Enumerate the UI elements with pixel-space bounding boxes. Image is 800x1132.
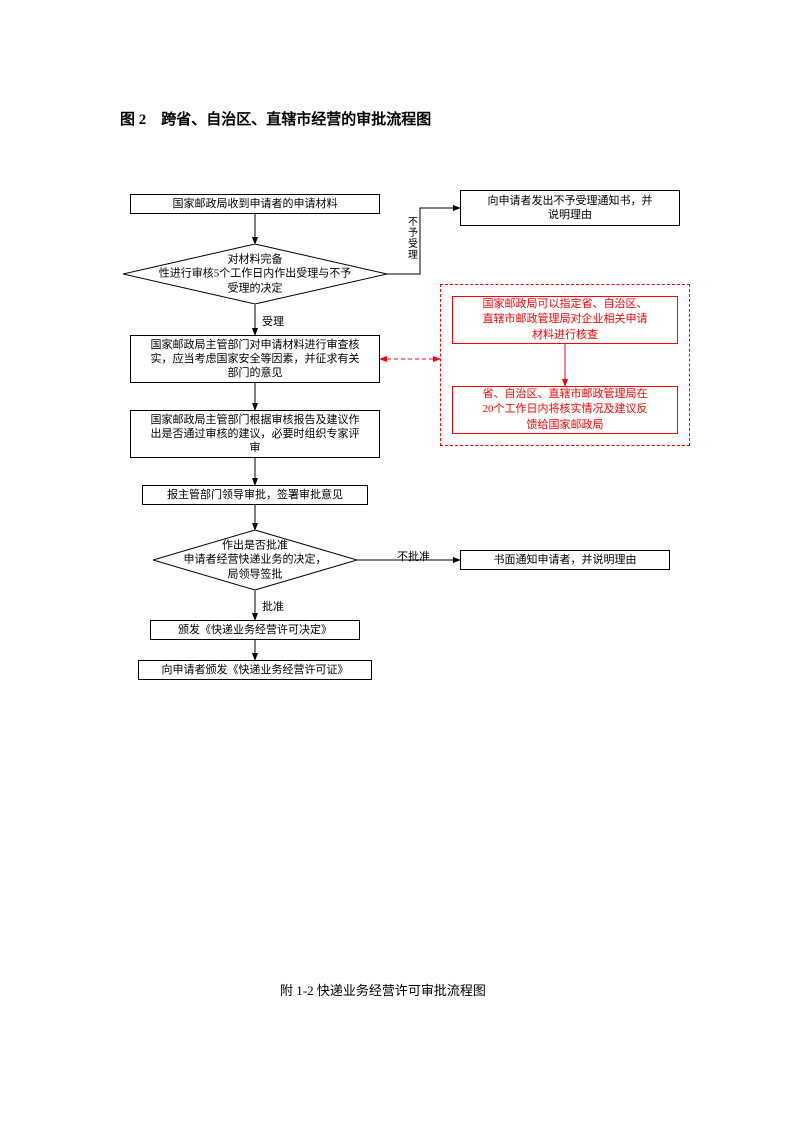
flow-node-n7: 颁发《快递业务经营许可决定》 xyxy=(150,620,360,640)
page-title: 图 2 跨省、自治区、直辖市经营的审批流程图 xyxy=(120,108,431,129)
footer-text: 附 1-2 快递业务经营许可审批流程图 xyxy=(280,980,486,999)
flow-node-n8: 向申请者颁发《快递业务经营许可证》 xyxy=(138,660,372,680)
flow-node-n2: 向申请者发出不予受理通知书，并说明理由 xyxy=(460,190,680,226)
flow-node-n4: 国家邮政局主管部门根据审核报告及建议作出是否通过审核的建议，必要时组织专家评审 xyxy=(130,410,380,458)
flowchart-edges xyxy=(0,0,800,1132)
flow-node-n1: 国家邮政局收到申请者的申请材料 xyxy=(130,194,380,214)
edge-label: 受理 xyxy=(260,313,286,329)
edge-label: 批准 xyxy=(260,598,286,614)
flow-node-n6: 书面通知申请者，并说明理由 xyxy=(460,550,670,570)
flow-diamond-d2: 作出是否批准申请者经营快递业务的决定，局领导签批 xyxy=(153,530,357,590)
flow-diamond-d1: 对材料完备性进行审核5个工作日内作出受理与不予受理的决定 xyxy=(123,244,387,304)
flow-dashed-dash1 xyxy=(440,284,690,446)
flow-node-n5: 报主管部门领导审批，签署审批意见 xyxy=(142,485,368,505)
flow-node-n3: 国家邮政局主管部门对申请材料进行审查核实，应当考虑国家安全等因素，并征求有关部门… xyxy=(130,335,380,383)
edge-label: 不批准 xyxy=(395,548,432,564)
edge-label: 不予受理 xyxy=(406,217,420,261)
